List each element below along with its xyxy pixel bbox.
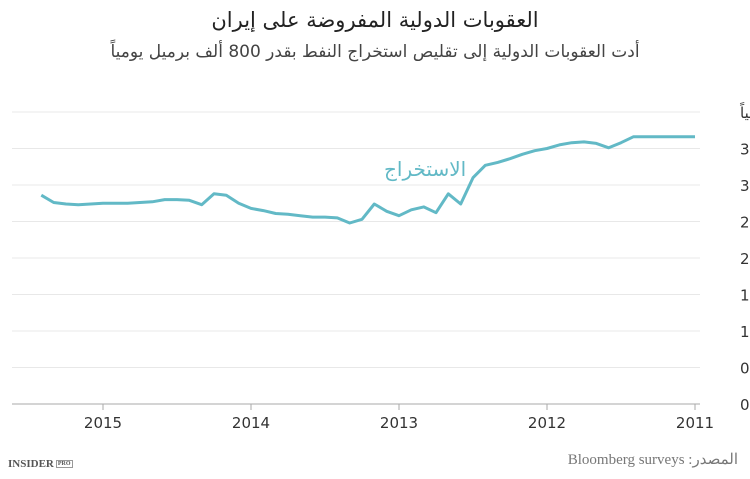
y-tick-label: 0,5 <box>740 360 750 378</box>
x-tick-label: 2011 <box>676 414 714 432</box>
y-tick-label: 0 <box>740 396 750 414</box>
y-tick-label: 2,0 <box>740 250 750 268</box>
y-tick-label: 3,0 <box>740 177 750 195</box>
y-tick-label: 2,5 <box>740 214 750 232</box>
x-tick-label: 2012 <box>528 414 566 432</box>
y-tick-label: 4 مليون برميل يومياً <box>739 102 750 122</box>
y-tick-label: 1,5 <box>740 287 750 305</box>
logo-badge: PRO <box>55 460 73 469</box>
y-tick-label: 3,5 <box>740 141 750 159</box>
x-tick-label: 2013 <box>380 414 418 432</box>
series-line <box>40 135 695 225</box>
y-tick-label: 1,0 <box>740 323 750 341</box>
chart-subtitle: أدت العقوبات الدولية إلى تقليص استخراج ا… <box>110 42 640 62</box>
x-tick-label: 2014 <box>232 414 270 432</box>
chart-title: العقوبات الدولية المفروضة على إيران <box>211 8 539 32</box>
source-note: المصدر: Bloomberg surveys <box>567 452 738 468</box>
series-label: الاستخراج <box>384 157 466 181</box>
insider-pro-logo: INSIDER PRO <box>8 458 73 470</box>
x-tick-label: 2015 <box>84 414 122 432</box>
logo-text: INSIDER <box>8 458 54 470</box>
